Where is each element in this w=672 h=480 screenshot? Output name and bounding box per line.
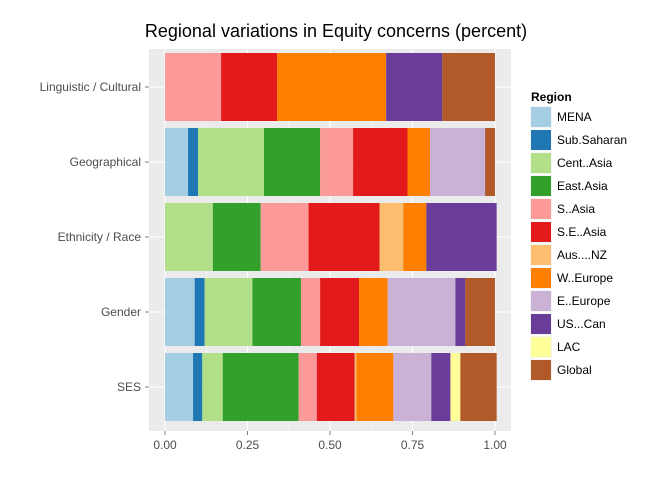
y-tick-label: Gender: [101, 305, 141, 319]
bar-segment: [188, 128, 198, 196]
bars-group: [165, 53, 497, 421]
legend: Region MENA Sub.Saharan Cent..Asia East.Asi…: [529, 90, 627, 382]
bar-segment: [316, 353, 355, 421]
legend-title: Region: [531, 90, 572, 104]
legend-swatch: [531, 153, 551, 173]
legend-label: East.Asia: [557, 179, 608, 193]
bar-segment: [320, 128, 354, 196]
bar-segment: [165, 203, 213, 271]
legend-swatch: [531, 314, 551, 334]
bar-segment: [194, 278, 205, 346]
legend-swatch: [531, 130, 551, 150]
legend-swatch: [531, 337, 551, 357]
legend-swatch: [531, 245, 551, 265]
x-axis: 0.00 0.25 0.50 0.75 1.00: [153, 431, 507, 452]
bar-segment: [393, 353, 432, 421]
bar-segment: [222, 353, 299, 421]
bar-segment: [264, 128, 321, 196]
bar-segment: [426, 203, 497, 271]
legend-label: E..Europe: [557, 294, 611, 308]
bar-segment: [356, 353, 394, 421]
bar-segment: [198, 128, 264, 196]
bar-segment: [407, 128, 430, 196]
legend-label: Cent..Asia: [557, 156, 613, 170]
bar-segment: [165, 353, 194, 421]
legend-label: US...Can: [557, 317, 606, 331]
bar-segment: [260, 203, 309, 271]
legend-label: Sub.Saharan: [557, 133, 627, 147]
legend-label: Global: [557, 363, 592, 377]
chart-title: Regional variations in Equity concerns (…: [145, 21, 527, 41]
legend-label: LAC: [557, 340, 581, 354]
bar-segment: [320, 278, 360, 346]
bar-segment: [450, 353, 461, 421]
bar-segment: [202, 353, 223, 421]
bar-segment: [300, 278, 321, 346]
bar-segment: [212, 203, 261, 271]
bar-segment: [429, 128, 486, 196]
legend-swatch: [531, 268, 551, 288]
bar-segment: [359, 278, 388, 346]
bar-segment: [465, 278, 495, 346]
bar-segment: [252, 278, 301, 346]
bar-segment: [455, 278, 466, 346]
x-tick-label: 0.75: [401, 438, 425, 452]
legend-swatch: [531, 176, 551, 196]
x-tick-label: 0.50: [318, 438, 342, 452]
legend-label: S..Asia: [557, 202, 595, 216]
legend-swatch: [531, 291, 551, 311]
bar-segment: [277, 53, 387, 121]
bar-segment: [485, 128, 495, 196]
bar-segment: [387, 278, 456, 346]
y-tick-label: SES: [117, 380, 141, 394]
bar-segment: [165, 278, 195, 346]
bar-segment: [353, 128, 408, 196]
bar-segment: [460, 353, 497, 421]
legend-swatch: [531, 222, 551, 242]
legend-swatch: [531, 360, 551, 380]
bar-segment: [193, 353, 203, 421]
legend-label: Aus....NZ: [557, 248, 607, 262]
x-tick-label: 0.00: [153, 438, 177, 452]
bar-segment: [298, 353, 317, 421]
x-tick-label: 1.00: [483, 438, 507, 452]
bar-segment: [308, 203, 380, 271]
bar-segment: [165, 128, 189, 196]
bar-segment: [403, 203, 427, 271]
bar-segment: [204, 278, 253, 346]
legend-swatch: [531, 107, 551, 127]
y-tick-label: Geographical: [70, 155, 141, 169]
legend-label: MENA: [557, 110, 592, 124]
bar-segment: [379, 203, 404, 271]
bar-segment: [431, 353, 451, 421]
y-tick-label: Ethnicity / Race: [58, 230, 142, 244]
x-tick-label: 0.25: [236, 438, 260, 452]
y-axis: Linguistic / Cultural Geographical Ethnici…: [40, 80, 149, 394]
legend-label: W..Europe: [557, 271, 613, 285]
legend-swatch: [531, 199, 551, 219]
legend-label: S.E..Asia: [557, 225, 607, 239]
bar-segment: [165, 53, 222, 121]
bar-segment: [442, 53, 495, 121]
y-tick-label: Linguistic / Cultural: [40, 80, 141, 94]
bar-segment: [386, 53, 443, 121]
bar-segment: [354, 353, 357, 421]
bar-segment: [221, 53, 278, 121]
